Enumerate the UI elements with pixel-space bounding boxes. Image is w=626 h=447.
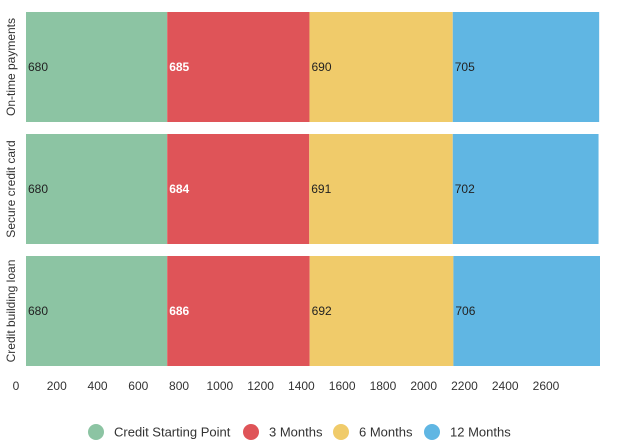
x-axis-ticks: 0 200 400 600 800 1000 1200 1400 1600 1800 2000 220… bbox=[13, 379, 560, 393]
bar-row-on-time-payments: 680 685 690 705 bbox=[26, 12, 600, 122]
legend-marker bbox=[424, 424, 440, 440]
x-tick-label: 1200 bbox=[247, 379, 274, 393]
data-label: 691 bbox=[311, 182, 331, 196]
x-tick-label: 2200 bbox=[451, 379, 478, 393]
bar-on-time-payments-credit-starting-point[interactable] bbox=[26, 12, 168, 122]
x-tick-label: 1000 bbox=[206, 379, 233, 393]
x-tick-label: 1600 bbox=[329, 379, 356, 393]
data-label: 690 bbox=[311, 60, 331, 74]
legend-label: Credit Starting Point bbox=[114, 425, 231, 440]
bars-group: 680 685 690 705 680 684 691 702 680 686 692 706 bbox=[26, 12, 600, 366]
x-tick-label: 800 bbox=[169, 379, 189, 393]
category-label: Secure credit card bbox=[4, 140, 18, 237]
legend-marker bbox=[243, 424, 259, 440]
x-tick-label: 2600 bbox=[533, 379, 560, 393]
legend-item-3-months[interactable]: 3 Months bbox=[243, 424, 323, 440]
category-labels: On-time payments Secure credit card Credit… bbox=[4, 18, 18, 362]
x-tick-label: 1800 bbox=[370, 379, 397, 393]
bar-credit-building-loan-3-months[interactable] bbox=[167, 256, 310, 366]
x-tick-label: 0 bbox=[13, 379, 20, 393]
bar-secure-credit-card-3-months[interactable] bbox=[167, 134, 310, 244]
x-tick-label: 200 bbox=[47, 379, 67, 393]
bar-row-secure-credit-card: 680 684 691 702 bbox=[26, 134, 599, 244]
x-tick-label: 400 bbox=[88, 379, 108, 393]
category-label: Credit building loan bbox=[4, 260, 18, 363]
data-label: 705 bbox=[455, 60, 475, 74]
data-label: 684 bbox=[169, 182, 189, 196]
data-label: 692 bbox=[312, 304, 332, 318]
x-tick-label: 2000 bbox=[410, 379, 437, 393]
legend-marker bbox=[333, 424, 349, 440]
legend-label: 12 Months bbox=[450, 425, 511, 440]
legend-label: 6 Months bbox=[359, 425, 413, 440]
bar-on-time-payments-3-months[interactable] bbox=[167, 12, 310, 122]
bar-row-credit-building-loan: 680 686 692 706 bbox=[26, 256, 600, 366]
x-tick-label: 2400 bbox=[492, 379, 519, 393]
legend: Credit Starting Point 3 Months 6 Months 12 … bbox=[88, 424, 511, 440]
bar-secure-credit-card-6-months[interactable] bbox=[309, 134, 453, 244]
data-label: 680 bbox=[28, 182, 48, 196]
legend-item-credit-starting-point[interactable]: Credit Starting Point bbox=[88, 424, 231, 440]
data-label: 706 bbox=[455, 304, 475, 318]
bar-secure-credit-card-12-months[interactable] bbox=[452, 134, 599, 244]
data-label: 702 bbox=[455, 182, 475, 196]
bar-on-time-payments-12-months[interactable] bbox=[452, 12, 600, 122]
data-label: 680 bbox=[28, 60, 48, 74]
legend-marker bbox=[88, 424, 104, 440]
x-tick-label: 1400 bbox=[288, 379, 315, 393]
bar-credit-building-loan-6-months[interactable] bbox=[309, 256, 454, 366]
bar-secure-credit-card-credit-starting-point[interactable] bbox=[26, 134, 168, 244]
category-label: On-time payments bbox=[4, 18, 18, 116]
data-label: 680 bbox=[28, 304, 48, 318]
bar-credit-building-loan-credit-starting-point[interactable] bbox=[26, 256, 168, 366]
bar-credit-building-loan-12-months[interactable] bbox=[453, 256, 600, 366]
bar-on-time-payments-6-months[interactable] bbox=[309, 12, 453, 122]
x-tick-label: 600 bbox=[128, 379, 148, 393]
legend-label: 3 Months bbox=[269, 425, 323, 440]
data-label: 685 bbox=[169, 60, 189, 74]
legend-item-12-months[interactable]: 12 Months bbox=[424, 424, 511, 440]
data-label: 686 bbox=[169, 304, 189, 318]
legend-item-6-months[interactable]: 6 Months bbox=[333, 424, 413, 440]
